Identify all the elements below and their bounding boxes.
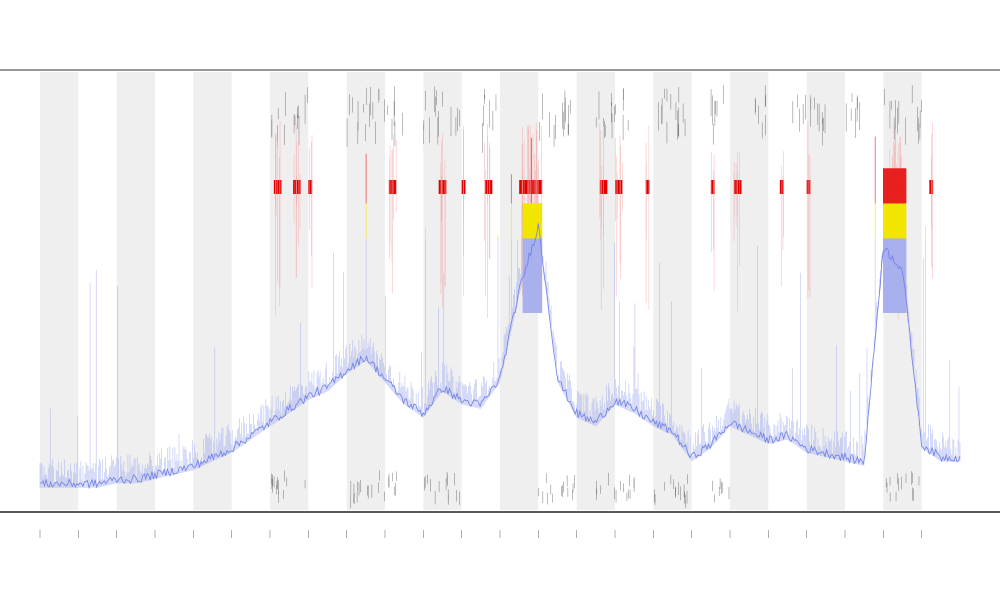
- shaded-band: [193, 72, 232, 510]
- red-event-marker: [519, 180, 543, 194]
- red-event-marker: [484, 180, 493, 194]
- red-event-marker: [308, 180, 313, 194]
- shaded-band: [730, 72, 769, 510]
- red-event-marker: [388, 180, 397, 194]
- red-event-marker: [645, 180, 650, 194]
- shaded-band: [806, 72, 845, 510]
- shaded-band: [116, 72, 155, 510]
- red-event-marker: [273, 180, 282, 194]
- red-event-marker: [438, 180, 447, 194]
- red-event-marker: [779, 180, 784, 194]
- red-event-marker: [710, 180, 715, 194]
- series-line: [40, 223, 961, 490]
- shaded-band: [40, 72, 79, 510]
- red-event-marker: [615, 180, 623, 194]
- shaded-band: [270, 72, 309, 510]
- red-event-marker: [929, 180, 934, 194]
- shaded-band: [576, 72, 615, 510]
- red-event-marker: [806, 180, 811, 194]
- shaded-band: [423, 72, 462, 510]
